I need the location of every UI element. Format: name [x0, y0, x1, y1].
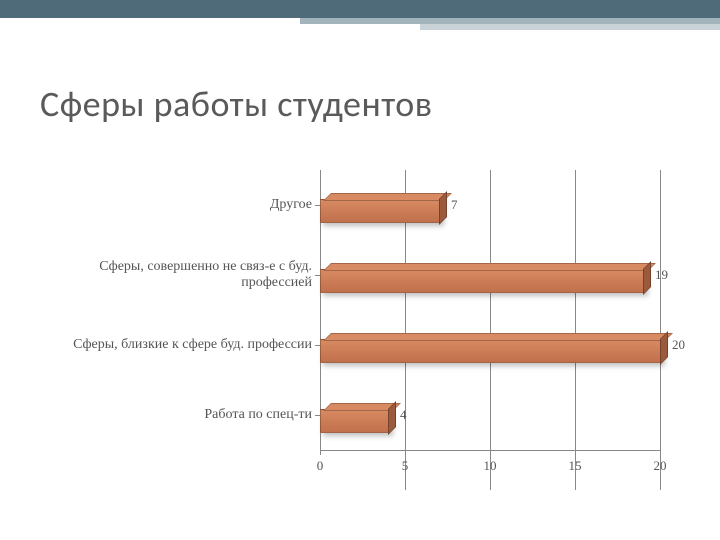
x-tick-label: 10	[484, 458, 497, 474]
category-label: Сферы, совершенно не связ-е с буд. профе…	[32, 259, 312, 291]
x-tick	[575, 450, 576, 455]
bar-side	[660, 331, 668, 365]
category-label: Работа по спец-ти	[32, 407, 312, 423]
category-label: Сферы, близкие к сфере буд. профессии	[32, 337, 312, 353]
gridline	[490, 170, 491, 490]
x-tick-label: 15	[569, 458, 582, 474]
band-primary	[0, 0, 720, 18]
value-label: 20	[672, 337, 685, 353]
decorative-top-band	[0, 0, 720, 30]
bar-top	[323, 263, 656, 271]
value-label: 4	[400, 407, 407, 423]
x-tick	[405, 450, 406, 455]
gridline	[660, 170, 661, 490]
x-tick-label: 5	[402, 458, 409, 474]
slide: Сферы работы студентов 0 5 10 15 20 Другое 7 Сф…	[0, 0, 720, 540]
x-tick	[660, 450, 661, 455]
page-title: Сферы работы студентов	[40, 82, 432, 126]
bar-front	[320, 339, 662, 363]
x-tick	[490, 450, 491, 455]
band-tertiary	[420, 24, 720, 30]
value-label: 19	[655, 267, 668, 283]
bar	[320, 193, 439, 223]
x-tick-label: 20	[654, 458, 667, 474]
bar-front	[320, 199, 441, 223]
bar	[320, 333, 660, 363]
category-label: Другое	[32, 197, 312, 213]
bar	[320, 403, 388, 433]
bar-front	[320, 409, 390, 433]
value-label: 7	[451, 197, 458, 213]
bar	[320, 263, 643, 293]
bar-top	[323, 333, 673, 341]
x-tick-label: 0	[317, 458, 324, 474]
gridline	[575, 170, 576, 490]
x-tick	[320, 450, 321, 455]
bar-chart: 05101520Другое7Сферы, совершенно не связ…	[60, 170, 660, 490]
bar-top	[323, 193, 452, 201]
bar-front	[320, 269, 645, 293]
